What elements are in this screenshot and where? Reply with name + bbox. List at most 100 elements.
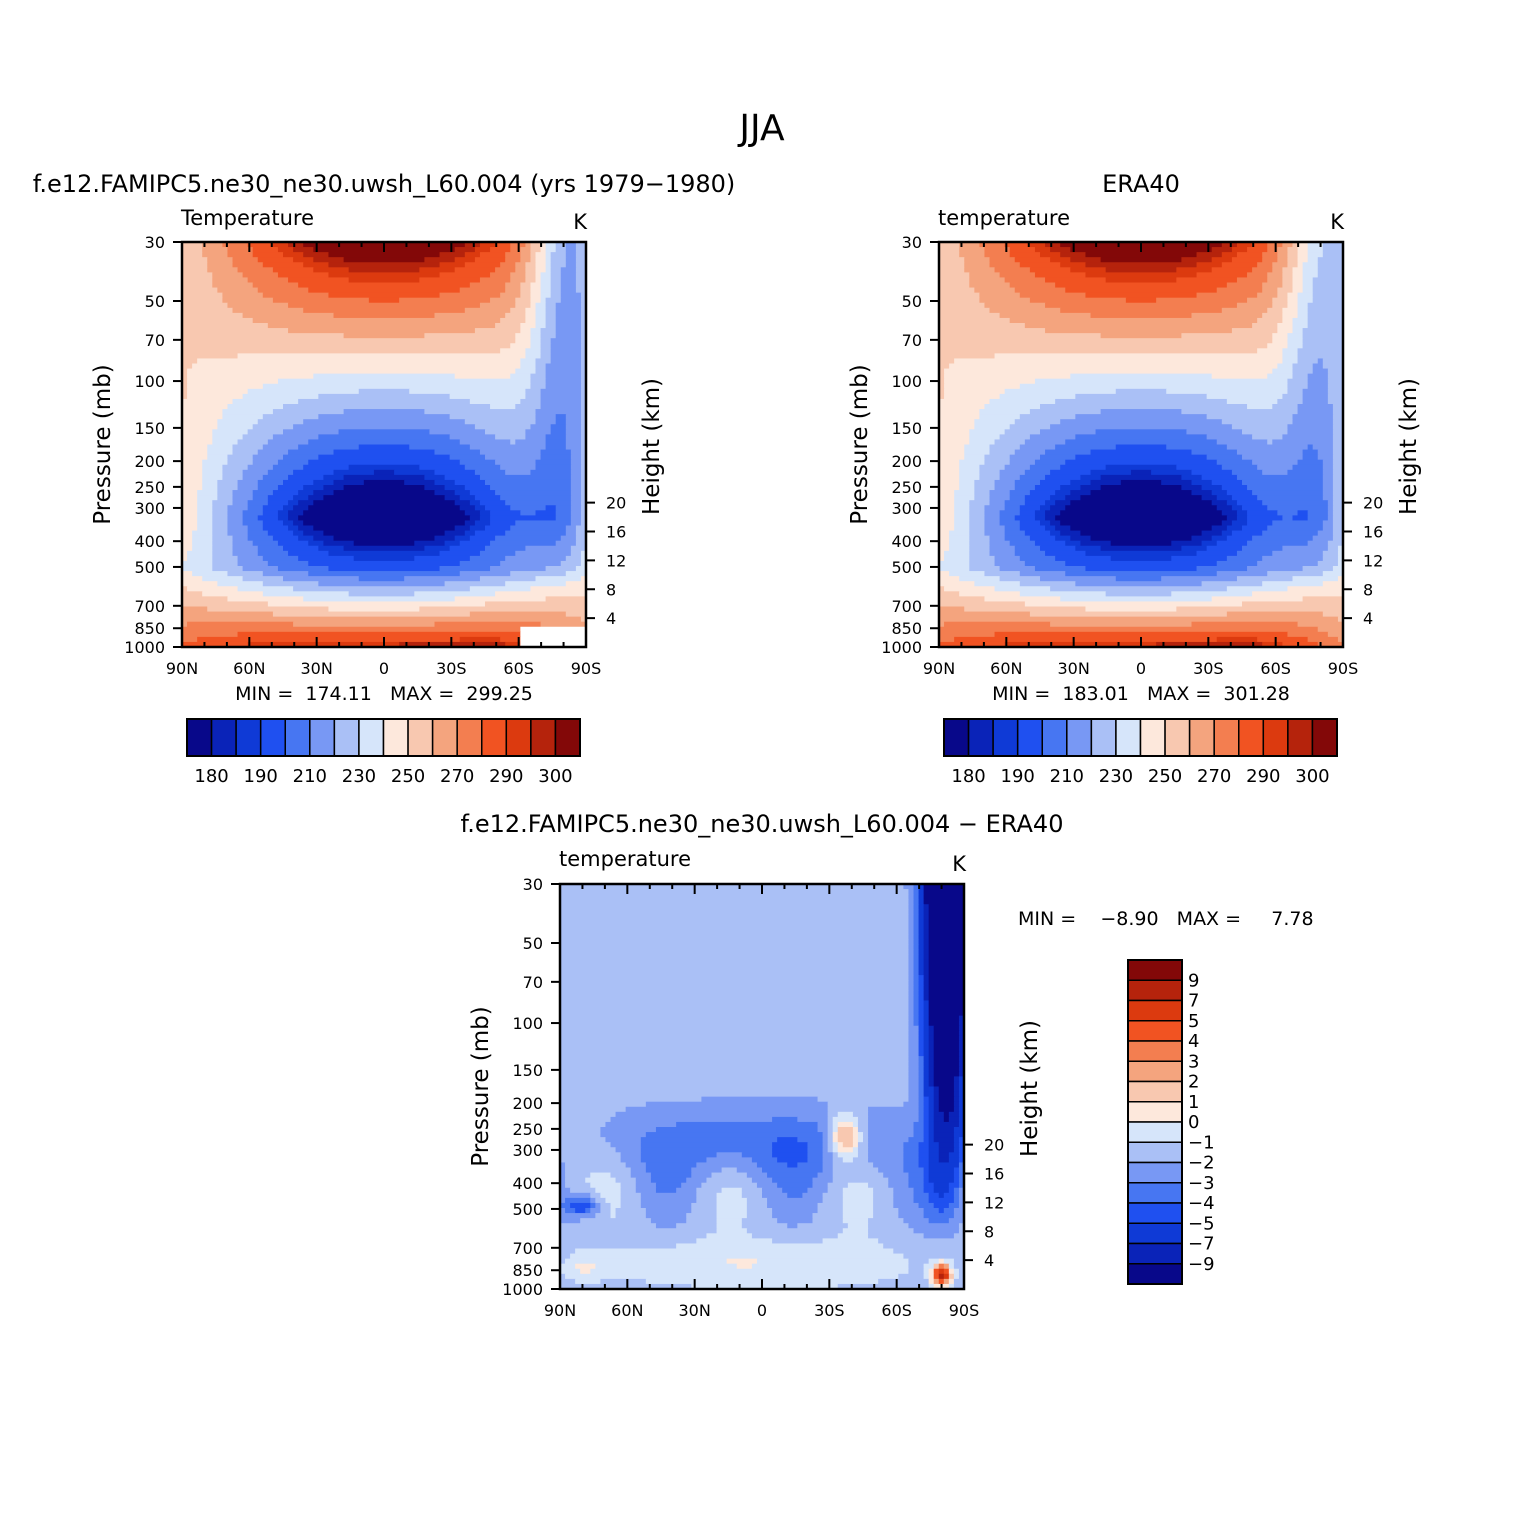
- contour-cell: [938, 1208, 945, 1214]
- contour-cell: [953, 1127, 965, 1133]
- contour-cell: [570, 510, 582, 516]
- contour-cell: [247, 500, 269, 506]
- contour-cell: [939, 404, 986, 410]
- contour-cell: [933, 1076, 955, 1083]
- contour-cell: [1287, 292, 1299, 299]
- contour-cell: [1226, 490, 1253, 496]
- colorbar-swatch: [1127, 1202, 1183, 1224]
- contour-cell: [247, 464, 274, 471]
- contour-cell: [928, 965, 965, 971]
- contour-cell: [343, 474, 425, 481]
- contour-cell: [237, 631, 521, 638]
- contour-cell: [959, 591, 1021, 597]
- contour-cell: [182, 323, 269, 329]
- contour-cell: [958, 1071, 965, 1077]
- contour-cell: [939, 464, 960, 471]
- contour-cell: [1307, 510, 1329, 516]
- y-tick-label: 150: [512, 1061, 543, 1080]
- contour-cell: [939, 596, 986, 603]
- contour-cell: [520, 363, 537, 370]
- contour-cell: [505, 257, 521, 263]
- contour-cell: [939, 424, 975, 430]
- contour-cell: [560, 954, 910, 961]
- contour-cell: [202, 469, 223, 476]
- contour-cell: [1252, 323, 1278, 329]
- contour-cell: [242, 272, 279, 279]
- contour-cell: [958, 1081, 965, 1088]
- y-tick-label: 400: [134, 532, 165, 551]
- contour-cell: [560, 899, 910, 905]
- contour-cell: [913, 904, 920, 910]
- contour-cell: [1337, 636, 1344, 643]
- contour-cell: [1060, 510, 1223, 516]
- contour-cell: [938, 1086, 955, 1093]
- contour-cell: [1014, 545, 1041, 552]
- contour-cell: [288, 550, 330, 557]
- contour-cell: [928, 1046, 935, 1052]
- contour-cell: [969, 515, 986, 522]
- contour-cell: [1226, 611, 1324, 618]
- contour-cell: [308, 439, 461, 446]
- contour-cell: [1040, 545, 1076, 552]
- contour-cell: [474, 505, 486, 511]
- contour-cell: [928, 904, 965, 910]
- contour-cell: [580, 444, 587, 451]
- colorbar-swatch: [1188, 718, 1215, 757]
- contour-cell: [969, 525, 986, 532]
- contour-cell: [938, 1268, 945, 1275]
- contour-cell: [1191, 449, 1238, 456]
- contour-cell: [293, 505, 309, 511]
- contour-cell: [1060, 485, 1081, 491]
- contour-cell: [842, 1218, 869, 1224]
- contour-cell: [696, 1197, 718, 1204]
- contour-cell: [555, 419, 567, 425]
- contour-cell: [762, 1192, 788, 1199]
- contour-cell: [1100, 257, 1182, 263]
- contour-cell: [1287, 586, 1344, 592]
- contour-cell: [939, 282, 970, 289]
- contour-cell: [469, 490, 496, 496]
- contour-cell: [939, 262, 965, 268]
- contour-cell: [283, 520, 294, 527]
- contour-cell: [580, 510, 587, 516]
- contour-cell: [913, 1197, 930, 1204]
- contour-cell: [479, 576, 537, 582]
- contour-cell: [928, 1096, 935, 1103]
- contour-cell: [1282, 515, 1294, 522]
- contour-cell: [1156, 641, 1263, 648]
- contour-cell: [958, 1202, 965, 1209]
- contour-cell: [923, 1213, 955, 1219]
- contour-cell: [989, 257, 1016, 263]
- contour-cell: [217, 479, 239, 486]
- contour-cell: [1302, 388, 1329, 395]
- contour-cell: [182, 277, 213, 284]
- contour-cell: [580, 323, 587, 329]
- contour-cell: [1292, 242, 1299, 248]
- contour-cell: [1065, 439, 1218, 446]
- contour-cell: [515, 520, 572, 527]
- contour-cell: [298, 282, 471, 289]
- contour-cell: [182, 282, 213, 289]
- contour-cell: [908, 919, 915, 926]
- contour-cell: [954, 520, 970, 527]
- contour-cell: [953, 1137, 960, 1143]
- contour-cell: [182, 247, 203, 253]
- contour-cell: [610, 1142, 642, 1148]
- contour-cell: [182, 616, 582, 623]
- contour-cell: [328, 550, 441, 557]
- contour-cell: [1196, 272, 1248, 279]
- contour-cell: [1332, 444, 1344, 451]
- contour-cell: [520, 257, 532, 263]
- contour-cell: [605, 1197, 622, 1204]
- contour-cell: [908, 1258, 930, 1265]
- contour-cell: [1332, 535, 1344, 542]
- contour-cell: [187, 373, 314, 380]
- contour-cell: [1161, 479, 1193, 486]
- contour-cell: [565, 257, 577, 263]
- contour-cell: [585, 1177, 617, 1184]
- contour-cell: [1287, 429, 1334, 435]
- contour-cell: [923, 1187, 935, 1194]
- contour-cell: [746, 1213, 773, 1219]
- contour-cell: [1014, 515, 1036, 522]
- contour-cell: [510, 373, 532, 380]
